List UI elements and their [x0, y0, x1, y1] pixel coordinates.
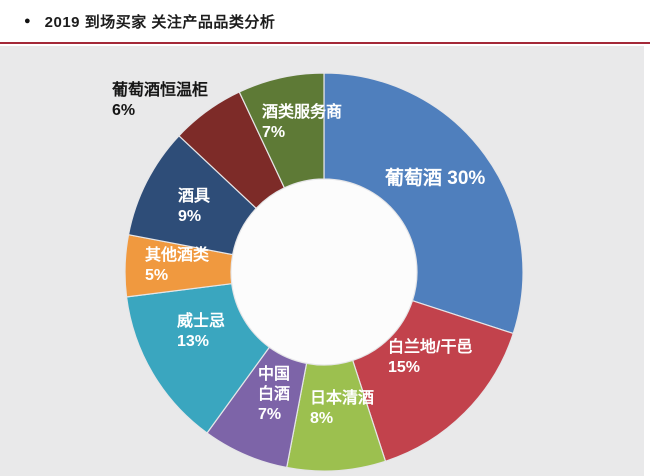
- segment-label-其他酒类: 其他酒类: [145, 245, 210, 264]
- segment-label-威士忌: 威士忌: [177, 311, 225, 330]
- pie-segment-酒类服务商: [238, 72, 325, 189]
- segment-label-酒具: 9%: [178, 208, 201, 225]
- pie-segment-葡萄酒: [323, 72, 524, 335]
- segment-label-中国白酒: 7%: [258, 406, 281, 423]
- segment-label-中国白酒: 白酒: [258, 384, 290, 403]
- segment-label-威士忌: 13%: [177, 333, 209, 350]
- right-edge-strip: [644, 46, 650, 476]
- pie-segment-白兰地/干邑: [351, 299, 515, 463]
- segment-label-葡萄酒: 葡萄酒 30%: [385, 166, 485, 189]
- segment-label-其他酒类: 5%: [145, 267, 168, 284]
- segment-label-中国白酒: 中国: [258, 364, 290, 383]
- slide-header: ● 2019 到场买家 关注产品品类分析: [0, 0, 650, 44]
- page-title: 2019 到场买家 关注产品品类分析: [44, 13, 276, 31]
- segment-label-白兰地/干邑: 15%: [388, 359, 420, 376]
- segment-label-日本清酒: 8%: [310, 410, 333, 427]
- bullet-icon: ●: [24, 14, 31, 27]
- outside-label-葡萄酒恒温柜: 6%: [112, 102, 135, 119]
- segment-label-白兰地/干邑: 白兰地/干邑: [388, 337, 472, 356]
- segment-label-酒类服务商: 酒类服务商: [262, 102, 342, 121]
- segment-label-酒类服务商: 7%: [262, 124, 285, 141]
- donut-hole: [231, 179, 417, 365]
- segment-label-日本清酒: 日本清酒: [310, 388, 374, 407]
- segment-label-酒具: 酒具: [178, 187, 210, 205]
- outside-label-葡萄酒恒温柜: 葡萄酒恒温柜: [111, 80, 208, 99]
